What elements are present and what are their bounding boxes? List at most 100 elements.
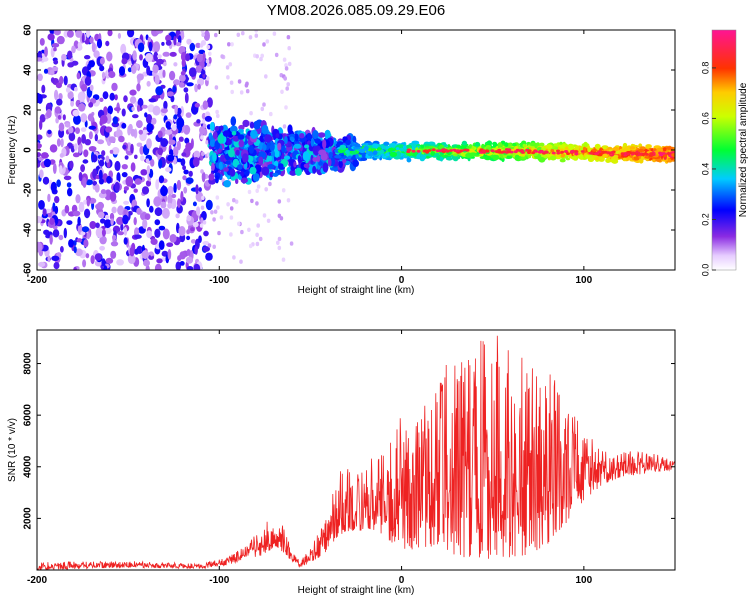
heatmap-cell xyxy=(174,104,178,115)
heatmap-cell xyxy=(645,144,652,149)
colorbar-gradient xyxy=(711,29,737,271)
heatmap-cell xyxy=(338,160,343,168)
heatmap-cell xyxy=(310,138,315,147)
heatmap-cell xyxy=(70,145,75,153)
heatmap-cell xyxy=(137,74,141,85)
heatmap-cell xyxy=(166,242,174,247)
heatmap-cell xyxy=(185,177,194,185)
heatmap-cell xyxy=(221,178,225,183)
heatmap-cell xyxy=(162,69,166,78)
heatmap-y-tick-label: -20 xyxy=(23,182,34,197)
heatmap-cell xyxy=(47,33,55,41)
heatmap-cell xyxy=(484,155,492,161)
heatmap-cell xyxy=(192,201,197,207)
heatmap-cell xyxy=(402,145,407,150)
heatmap-cell xyxy=(416,154,421,160)
heatmap-cell xyxy=(574,150,579,153)
heatmap-cell xyxy=(202,246,210,252)
heatmap-cell xyxy=(88,60,95,68)
heatmap-cell xyxy=(90,255,95,265)
heatmap-cell xyxy=(99,65,105,72)
heatmap-cell xyxy=(193,150,201,159)
heatmap-cell xyxy=(200,135,204,140)
heatmap-cell xyxy=(141,250,149,259)
heatmap-y-ticks: -60 -40 -20 0 20 40 60 xyxy=(23,24,675,277)
heatmap-cell xyxy=(74,86,78,92)
heatmap-cell xyxy=(91,154,98,163)
heatmap-cell xyxy=(277,199,282,204)
heatmap-cell xyxy=(216,113,220,119)
heatmap-cell xyxy=(551,151,556,155)
heatmap-cell xyxy=(416,149,421,153)
heatmap-cell xyxy=(54,106,61,114)
heatmap-cell xyxy=(52,66,59,72)
heatmap-cell xyxy=(248,35,253,40)
heatmap-cell xyxy=(145,114,153,124)
heatmap-cell xyxy=(260,106,265,112)
heatmap-cell xyxy=(215,195,220,200)
heatmap-cell xyxy=(255,54,259,59)
heatmap-cell xyxy=(634,152,639,156)
heatmap-cell xyxy=(286,82,291,87)
heatmap-cell xyxy=(382,155,387,159)
heatmap-y-tick-label: -60 xyxy=(23,262,34,277)
heatmap-cell xyxy=(185,142,193,152)
heatmap-cell xyxy=(53,59,59,65)
heatmap-cell xyxy=(180,30,185,41)
heatmap-cell xyxy=(63,175,72,181)
heatmap-cell xyxy=(181,152,187,157)
heatmap-cell xyxy=(147,36,152,43)
heatmap-cell xyxy=(208,51,212,56)
heatmap-cell xyxy=(64,122,71,128)
heatmap-cell xyxy=(574,152,579,156)
heatmap-cell xyxy=(219,215,224,220)
heatmap-cell xyxy=(166,91,174,97)
heatmap-cell xyxy=(99,245,105,251)
heatmap-cell xyxy=(278,163,284,170)
heatmap-cell xyxy=(47,255,51,263)
heatmap-cell xyxy=(84,55,91,60)
heatmap-cell xyxy=(176,158,182,163)
heatmap-cell xyxy=(314,138,321,144)
heatmap-cell xyxy=(100,189,107,195)
heatmap-cell xyxy=(109,212,115,221)
heatmap-cell xyxy=(86,30,91,38)
heatmap-cell xyxy=(289,169,297,176)
heatmap-cell xyxy=(169,51,177,57)
heatmap-cell xyxy=(587,147,592,153)
heatmap-cell xyxy=(206,152,211,157)
heatmap-cell xyxy=(427,149,432,152)
heatmap-cell xyxy=(200,169,204,174)
heatmap-cell xyxy=(107,105,113,115)
heatmap-cell xyxy=(268,181,272,187)
heatmap-cell xyxy=(194,102,200,108)
heatmap-cell xyxy=(631,151,636,155)
heatmap-cell xyxy=(232,255,236,260)
heatmap-cell xyxy=(527,154,532,159)
heatmap-cell xyxy=(250,198,254,204)
heatmap-cell xyxy=(216,205,220,210)
heatmap-cell xyxy=(110,241,119,247)
heatmap-cell xyxy=(101,71,106,79)
heatmap-cell xyxy=(155,179,160,190)
heatmap-cell xyxy=(72,109,80,117)
heatmap-cell xyxy=(162,228,170,240)
heatmap-cell xyxy=(387,147,394,152)
snr-x-tick-label: 0 xyxy=(399,575,405,586)
heatmap-cell xyxy=(81,226,90,233)
heatmap-cell xyxy=(133,217,137,226)
heatmap-cell xyxy=(293,143,302,149)
heatmap-cell xyxy=(160,108,168,114)
heatmap-cell xyxy=(89,36,94,44)
heatmap-cell xyxy=(46,103,51,108)
heatmap-cell xyxy=(132,50,137,61)
heatmap-cell xyxy=(134,154,138,159)
heatmap-cell xyxy=(609,151,614,155)
heatmap-cell xyxy=(129,89,137,96)
heatmap-y-tick-label: -40 xyxy=(23,222,34,237)
heatmap-cell xyxy=(123,237,128,245)
heatmap-cell xyxy=(229,206,234,211)
heatmap-cell xyxy=(507,148,512,152)
heatmap-cell xyxy=(173,114,178,120)
heatmap-cell xyxy=(269,141,275,152)
